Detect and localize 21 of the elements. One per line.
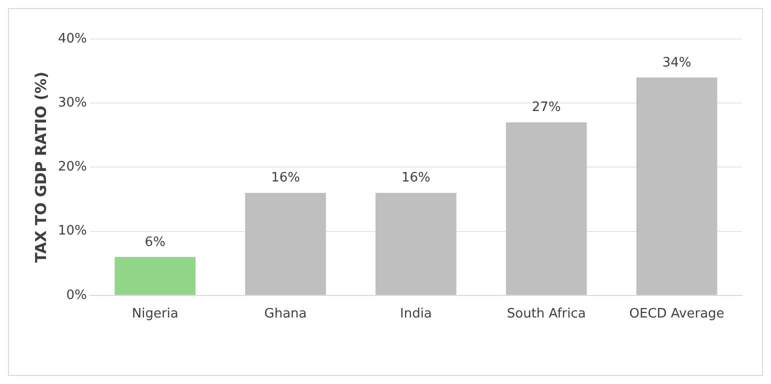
data-label: 16% bbox=[271, 170, 300, 186]
y-tick-label: 10% bbox=[58, 224, 87, 239]
bar bbox=[114, 256, 196, 295]
x-tick-label: Ghana bbox=[264, 306, 307, 322]
y-tick-label: 40% bbox=[58, 31, 87, 46]
y-axis-title: TAX TO GDP RATIO (%) bbox=[32, 72, 50, 263]
x-tick-label: OECD Average bbox=[629, 306, 724, 322]
x-tick-label: South Africa bbox=[506, 306, 586, 322]
y-tick-label: 30% bbox=[58, 95, 87, 110]
x-tick-label: Nigeria bbox=[132, 306, 178, 322]
y-tick-label: 20% bbox=[58, 160, 87, 175]
y-tick-label: 0% bbox=[66, 288, 87, 303]
bar bbox=[376, 192, 456, 295]
bar bbox=[636, 77, 718, 295]
data-label: 34% bbox=[662, 55, 692, 70]
bar bbox=[506, 122, 587, 295]
bar bbox=[245, 192, 326, 295]
data-label: 27% bbox=[532, 100, 561, 116]
x-tick-label: India bbox=[400, 306, 432, 322]
data-label: 6% bbox=[144, 234, 166, 250]
data-label: 16% bbox=[401, 170, 430, 186]
